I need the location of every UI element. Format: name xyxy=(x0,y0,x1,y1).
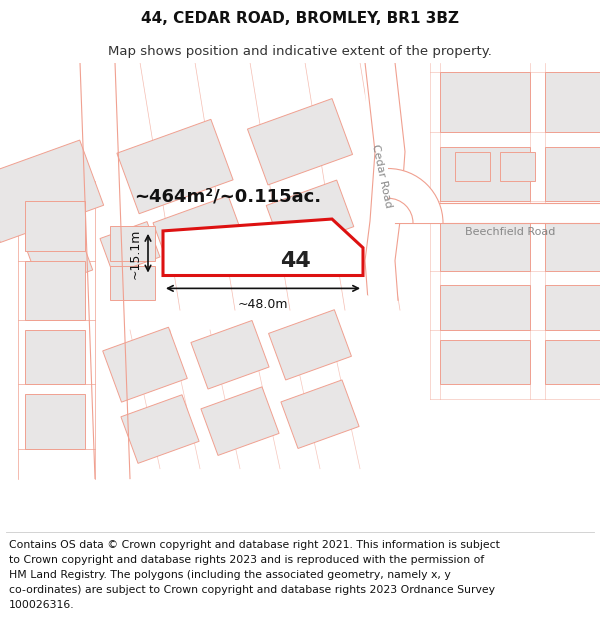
Polygon shape xyxy=(440,340,530,384)
Polygon shape xyxy=(247,99,353,185)
Polygon shape xyxy=(110,266,155,300)
Polygon shape xyxy=(100,222,160,274)
Polygon shape xyxy=(440,72,530,132)
Text: co-ordinates) are subject to Crown copyright and database rights 2023 Ordnance S: co-ordinates) are subject to Crown copyr… xyxy=(9,585,495,595)
Polygon shape xyxy=(545,286,600,330)
Text: Cedar Road: Cedar Road xyxy=(370,144,394,209)
Text: 44, CEDAR ROAD, BROMLEY, BR1 3BZ: 44, CEDAR ROAD, BROMLEY, BR1 3BZ xyxy=(141,11,459,26)
Polygon shape xyxy=(545,340,600,384)
Wedge shape xyxy=(388,169,443,223)
Polygon shape xyxy=(201,387,279,456)
Polygon shape xyxy=(545,147,600,201)
Polygon shape xyxy=(545,216,600,271)
Text: Beechfield Road: Beechfield Road xyxy=(465,227,555,237)
Text: Contains OS data © Crown copyright and database right 2021. This information is : Contains OS data © Crown copyright and d… xyxy=(9,540,500,550)
Text: Map shows position and indicative extent of the property.: Map shows position and indicative extent… xyxy=(108,45,492,58)
Polygon shape xyxy=(28,232,92,289)
Text: 100026316.: 100026316. xyxy=(9,600,74,610)
Polygon shape xyxy=(117,119,233,214)
Polygon shape xyxy=(269,310,352,380)
Polygon shape xyxy=(110,226,155,261)
Polygon shape xyxy=(153,196,247,274)
Polygon shape xyxy=(103,328,187,402)
Polygon shape xyxy=(395,203,600,223)
Polygon shape xyxy=(163,219,363,276)
Polygon shape xyxy=(455,152,490,181)
Text: 44: 44 xyxy=(280,251,310,271)
Polygon shape xyxy=(191,321,269,389)
Text: ~15.1m: ~15.1m xyxy=(129,229,142,279)
Polygon shape xyxy=(121,395,199,463)
Text: ~48.0m: ~48.0m xyxy=(238,298,288,311)
Polygon shape xyxy=(365,62,398,300)
Polygon shape xyxy=(440,216,530,271)
Polygon shape xyxy=(440,286,530,330)
Polygon shape xyxy=(440,147,530,201)
Text: HM Land Registry. The polygons (including the associated geometry, namely x, y: HM Land Registry. The polygons (includin… xyxy=(9,570,451,580)
Polygon shape xyxy=(25,394,85,449)
Text: ~464m²/~0.115ac.: ~464m²/~0.115ac. xyxy=(134,188,322,205)
Polygon shape xyxy=(25,330,85,384)
Text: to Crown copyright and database rights 2023 and is reproduced with the permissio: to Crown copyright and database rights 2… xyxy=(9,555,484,565)
Polygon shape xyxy=(340,236,375,330)
Polygon shape xyxy=(266,180,354,252)
Polygon shape xyxy=(281,380,359,449)
Polygon shape xyxy=(25,201,85,251)
Polygon shape xyxy=(545,72,600,132)
Polygon shape xyxy=(25,261,85,320)
Polygon shape xyxy=(500,152,535,181)
Polygon shape xyxy=(0,140,104,242)
